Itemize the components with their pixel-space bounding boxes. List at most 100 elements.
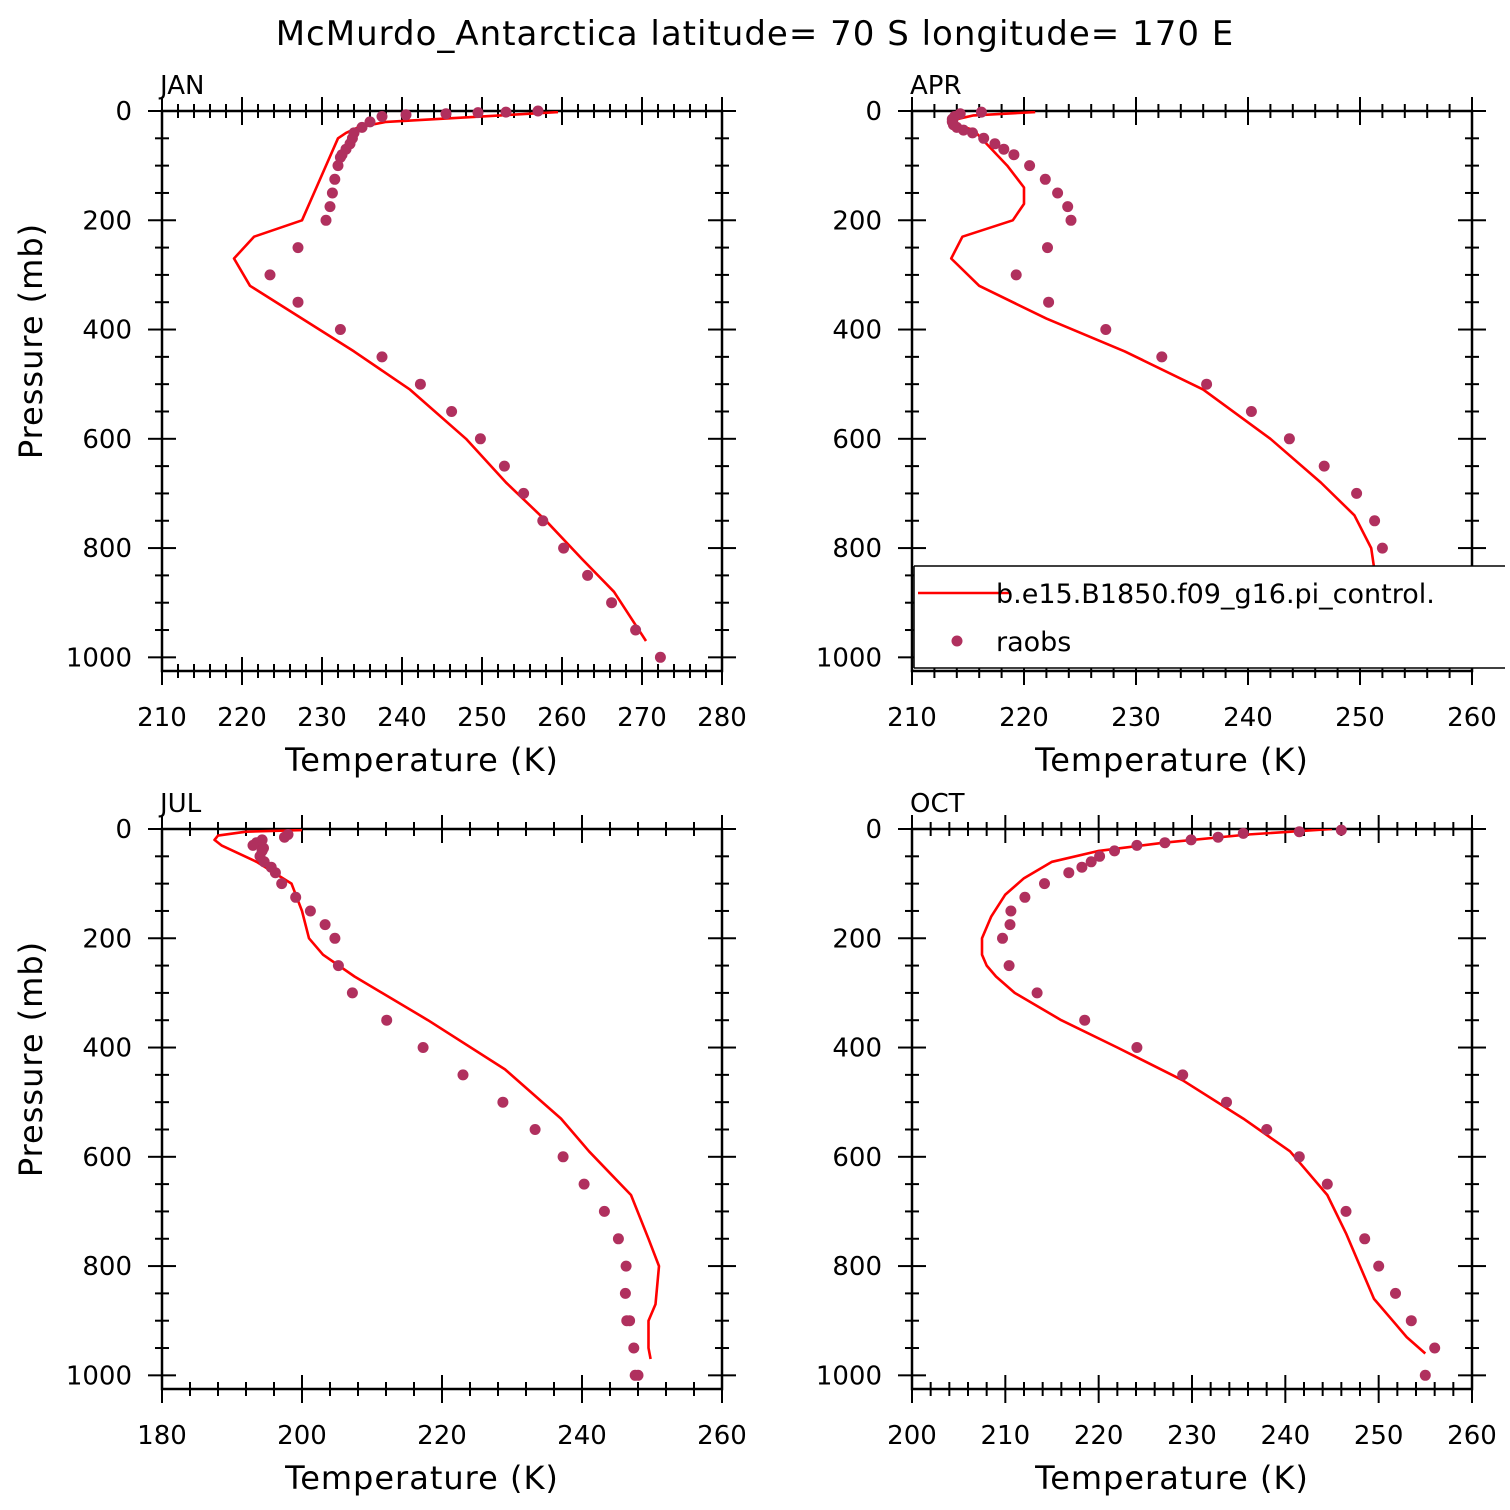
obs-point — [1293, 1151, 1305, 1163]
obs-point — [356, 121, 368, 133]
obs-point — [1373, 1260, 1385, 1272]
model-series-line — [949, 111, 1412, 637]
obs-point — [1237, 827, 1249, 839]
y-axis-title: Pressure (mb) — [12, 223, 50, 459]
obs-point — [1024, 160, 1036, 172]
x-tick-label: 230 — [1167, 1421, 1217, 1451]
obs-point — [629, 1369, 641, 1381]
obs-point — [624, 1315, 636, 1327]
x-tick-label: 230 — [297, 703, 347, 733]
x-axis-title: Temperature (K) — [284, 1459, 559, 1497]
obs-point — [997, 932, 1008, 944]
obs-point — [958, 124, 969, 136]
x-tick-label: 250 — [1335, 703, 1385, 733]
obs-point — [376, 111, 388, 122]
obs-point — [1085, 856, 1097, 868]
y-tick-label: 800 — [82, 1252, 132, 1282]
obs-point — [334, 324, 346, 335]
x-tick-label: 200 — [887, 1421, 937, 1451]
y-tick-label: 0 — [115, 97, 132, 127]
obs-point — [1003, 960, 1015, 972]
panel-jan: 210 220 230 240 250 260 270 280 0 200 400 600 800 100… — [12, 71, 747, 779]
obs-point — [558, 542, 570, 554]
obs-point — [1063, 867, 1075, 879]
obs-point — [1131, 1042, 1143, 1053]
x-tick-label: 240 — [1223, 703, 1273, 733]
obs-point — [1369, 515, 1381, 527]
x-tick-label: 230 — [1111, 703, 1161, 733]
obs-point — [264, 269, 276, 281]
obs-point — [1052, 187, 1064, 199]
x-tick-label: 210 — [137, 703, 187, 733]
y-tick-label: 600 — [82, 1143, 132, 1173]
obs-point — [1261, 1124, 1273, 1135]
y-tick-label: 1000 — [816, 1361, 882, 1391]
x-tick-label: 200 — [277, 1421, 327, 1451]
panels: 210 220 230 240 250 260 270 280 0 200 400 600 800 100… — [12, 71, 1497, 1497]
obs-point — [967, 127, 978, 139]
obs-point — [1031, 987, 1043, 999]
obs-point — [1004, 919, 1016, 931]
obs-point — [364, 116, 376, 128]
panel-label: JAN — [158, 71, 204, 101]
obs-point — [598, 1205, 610, 1217]
obs-point — [1039, 173, 1051, 185]
obs-point — [612, 1233, 624, 1245]
obs-point — [304, 905, 316, 917]
obs-point — [414, 378, 426, 390]
model-series-line — [232, 111, 648, 642]
x-tick-label: 270 — [617, 703, 667, 733]
figure-title: McMurdo_Antarctica latitude= 70 S longit… — [276, 14, 1235, 54]
plot-frame — [160, 827, 724, 1391]
x-tick-label: 240 — [1261, 1421, 1311, 1451]
obs-point — [1212, 831, 1224, 843]
obs-point — [290, 891, 302, 903]
x-tick-label: 210 — [981, 1421, 1031, 1451]
obs-point — [1042, 242, 1053, 254]
obs-point — [628, 1342, 640, 1354]
obs-point — [1100, 324, 1112, 335]
obs-point — [446, 406, 458, 417]
x-tick-label: 250 — [1354, 1421, 1404, 1451]
panel-oct: 200 210 220 230 240 250 260 0 200 400 600 800 1000 OC… — [816, 789, 1497, 1497]
y-tick-label: 200 — [832, 206, 882, 236]
obs-point — [319, 919, 331, 931]
panel-apr: 210 220 230 240 250 260 0 200 400 600 800 1000 APR Te… — [816, 71, 1497, 779]
obs-point — [1245, 406, 1257, 417]
obs-point — [474, 433, 486, 445]
y-tick-label: 0 — [865, 97, 882, 127]
panel-jul: 180 200 220 240 260 0 200 400 600 800 1000 JUL Tempe… — [12, 789, 747, 1497]
obs-point — [1065, 214, 1077, 226]
panel-label: JUL — [158, 789, 202, 819]
x-tick-label: 220 — [417, 1421, 467, 1451]
obs-point — [582, 569, 594, 581]
obs-point — [381, 1014, 393, 1026]
obs-point — [1318, 460, 1330, 472]
obs-point — [1405, 1315, 1417, 1327]
y-tick-label: 600 — [82, 425, 132, 455]
obs-point — [1156, 351, 1168, 363]
obs-point — [1390, 1287, 1401, 1299]
model-series-line — [980, 829, 1427, 1355]
obs-point — [1283, 433, 1295, 445]
obs-point — [1351, 487, 1363, 499]
obs-point — [329, 173, 341, 185]
obs-point — [654, 651, 666, 663]
x-tick-label: 220 — [999, 703, 1049, 733]
obs-point — [620, 1260, 632, 1272]
x-tick-label: 220 — [217, 703, 267, 733]
obs-point — [1131, 839, 1143, 851]
y-tick-label: 800 — [832, 1252, 882, 1282]
x-tick-label: 180 — [137, 1421, 187, 1451]
obs-point — [332, 960, 344, 972]
model-series-line — [213, 829, 661, 1360]
y-axis-title: Pressure (mb) — [12, 941, 50, 1177]
obs-point — [1177, 1069, 1189, 1081]
y-tick-label: 600 — [832, 1143, 882, 1173]
y-tick-label: 1000 — [816, 643, 882, 673]
x-tick-label: 240 — [557, 1421, 607, 1451]
obs-point — [1201, 378, 1213, 390]
x-tick-label: 210 — [887, 703, 937, 733]
plot-frame — [160, 109, 724, 673]
